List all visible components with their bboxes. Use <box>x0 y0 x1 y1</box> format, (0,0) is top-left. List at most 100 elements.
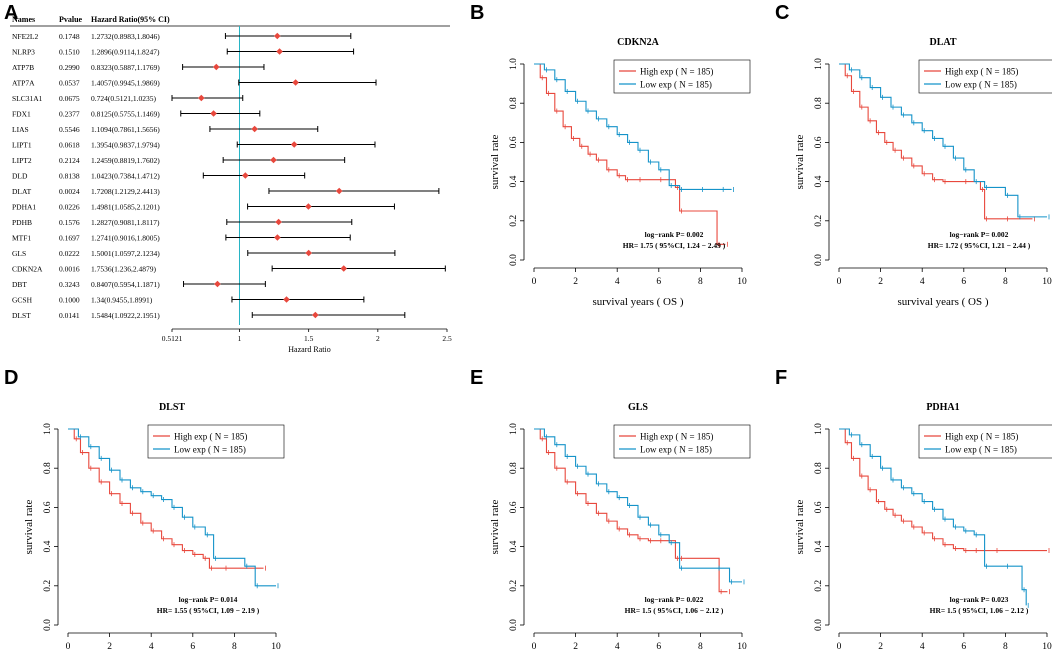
forest-point-diamond <box>273 32 281 40</box>
km-curve-high <box>839 428 1047 552</box>
km-y-tick-label: 0.0 <box>509 254 519 266</box>
forest-row-name: PDHA1 <box>12 203 36 212</box>
km-x-tick-label: 8 <box>698 642 703 652</box>
km-logrank-text: log−rank P= 0.014 <box>179 595 238 604</box>
forest-row-hr-text: 0.8125(0.5755,1.1469) <box>91 110 160 119</box>
forest-point-diamond <box>270 156 277 164</box>
km-hr-text: HR= 1.5 ( 95%CI, 1.06 − 2.12 ) <box>930 606 1029 615</box>
km-legend-label: High exp ( N = 185) <box>174 432 247 442</box>
km-x-tick-label: 0 <box>66 642 71 652</box>
km-y-tick-label: 0.6 <box>814 136 824 148</box>
km-x-tick-label: 0 <box>837 277 842 287</box>
forest-x-axis-label: Hazard Ratio <box>288 345 330 354</box>
forest-row-pvalue: 0.5546 <box>59 125 80 134</box>
km-y-tick-label: 0.6 <box>509 136 519 148</box>
km-y-tick-label: 0.0 <box>509 619 519 631</box>
forest-x-tick-label: 2.5 <box>442 334 452 343</box>
forest-row-hr-text: 1.5001(1.0597,2.1234) <box>91 249 160 258</box>
km-y-tick-label: 1.0 <box>509 58 519 70</box>
forest-row-hr-text: 1.34(0.9455,1.8991) <box>91 296 153 305</box>
km-y-tick-label: 0.2 <box>814 580 824 592</box>
forest-row-name: MTF1 <box>12 234 31 243</box>
forest-row-hr-text: 1.2896(0.9114,1.8247) <box>91 48 160 57</box>
forest-row-name: ATP7B <box>12 63 34 72</box>
forest-row-name: DBT <box>12 280 27 289</box>
km-y-tick-label: 1.0 <box>509 423 519 435</box>
km-y-axis-label: survival rate <box>489 135 501 190</box>
forest-row-hr-text: 1.2827(0.9081,1.8117) <box>91 218 160 227</box>
km-y-axis-label: survival rate <box>23 500 35 555</box>
panel-label-d: D <box>4 367 18 389</box>
km-x-tick-label: 10 <box>271 642 281 652</box>
km-curve-high <box>68 428 264 569</box>
forest-row-hr-text: 1.2459(0.8819,1.7602) <box>91 156 160 165</box>
km-x-tick-label: 2 <box>878 642 883 652</box>
km-x-tick-label: 4 <box>615 642 620 652</box>
forest-row-name: SLC31A1 <box>12 94 43 103</box>
km-title: GLS <box>628 402 648 413</box>
km-y-tick-label: 0.2 <box>509 580 519 592</box>
forest-point-diamond <box>275 218 282 226</box>
km-legend-box <box>147 424 285 459</box>
forest-point-diamond <box>276 48 283 55</box>
km-y-tick-label: 0.0 <box>814 254 824 266</box>
forest-row-name: LIPT2 <box>12 156 32 165</box>
forest-point-diamond <box>340 265 348 272</box>
forest-point-diamond <box>312 311 319 319</box>
km-x-tick-label: 2 <box>878 277 883 287</box>
km-panel-b: CDKN2A 0.0 0.2 0.4 0.6 0.8 1.0 survival rate 0 2 4… <box>489 37 751 308</box>
forest-row-name: GCSH <box>12 296 33 305</box>
forest-row-hr-text: 1.4981(1.0585,2.1201) <box>91 203 160 212</box>
forest-row-pvalue: 0.2124 <box>59 156 80 165</box>
forest-row-hr-text: 1.1094(0.7861,1.5656) <box>91 125 160 134</box>
forest-point-diamond <box>292 79 299 86</box>
km-panel-e: GLS 0.0 0.2 0.4 0.6 0.8 1.0 survival rate 0 2 4 6 8 1… <box>489 402 751 652</box>
forest-row-pvalue: 0.8138 <box>59 172 80 181</box>
km-y-tick-label: 0.8 <box>509 97 519 109</box>
km-legend-label: High exp ( N = 185) <box>945 67 1018 77</box>
km-x-tick-label: 4 <box>149 642 154 652</box>
km-hr-text: HR= 1.72 ( 95%CI, 1.21 − 2.44 ) <box>928 241 1031 250</box>
km-legend-label: High exp ( N = 185) <box>945 432 1018 442</box>
forest-row-pvalue: 0.0618 <box>59 141 80 150</box>
km-title: DLAT <box>929 37 956 48</box>
forest-row-hr-text: 1.2741(0.9016,1.8005) <box>91 234 160 243</box>
km-y-tick-label: 0.0 <box>43 619 53 631</box>
forest-point-diamond <box>210 110 217 117</box>
forest-row-hr-text: 0.8323(0.5887,1.1769) <box>91 63 160 72</box>
km-legend-label: Low exp ( N = 185) <box>945 80 1017 90</box>
km-legend-box <box>918 424 1052 459</box>
km-x-tick-label: 4 <box>920 642 925 652</box>
km-x-tick-label: 8 <box>698 277 703 287</box>
km-panel-f: PDHA1 0.0 0.2 0.4 0.6 0.8 1.0 survival rate 0 2 4 6… <box>794 402 1052 652</box>
km-legend-box <box>918 59 1052 94</box>
km-curve-low <box>534 428 742 583</box>
km-y-tick-label: 0.0 <box>814 619 824 631</box>
km-logrank-text: log−rank P= 0.002 <box>950 230 1009 239</box>
km-curve-high <box>534 428 728 593</box>
km-legend-label: Low exp ( N = 185) <box>640 445 712 455</box>
forest-row-hr-text: 1.2732(0.8983,1.8046) <box>91 32 160 41</box>
forest-x-tick-label: 1 <box>238 334 242 343</box>
forest-row-name: NLRP3 <box>12 48 35 57</box>
forest-point-diamond <box>290 141 298 148</box>
forest-row-name: CDKN2A <box>12 265 43 274</box>
km-legend-box <box>613 59 751 94</box>
km-hr-text: HR= 1.5 ( 95%CI, 1.06 − 2.12 ) <box>625 606 724 615</box>
forest-row-name: DLST <box>12 311 31 320</box>
forest-plot: Names Pvalue Hazard Ratio(95% CI) NFE2L2 0.1… <box>10 15 452 354</box>
km-x-tick-label: 6 <box>190 642 195 652</box>
km-y-axis-label: survival rate <box>794 135 806 190</box>
km-logrank-text: log−rank P= 0.023 <box>950 595 1009 604</box>
km-legend-label: Low exp ( N = 185) <box>945 445 1017 455</box>
forest-row-hr-text: 1.3954(0.9837,1.9794) <box>91 141 160 150</box>
km-y-tick-label: 0.6 <box>509 501 519 513</box>
km-hr-text: HR= 1.55 ( 95%CI, 1.09 − 2.19 ) <box>157 606 260 615</box>
forest-point-diamond <box>305 249 312 257</box>
forest-row-hr-text: 1.0423(0.7384,1.4712) <box>91 172 160 181</box>
km-y-tick-label: 0.8 <box>814 97 824 109</box>
km-x-tick-label: 8 <box>1003 642 1008 652</box>
forest-row-pvalue: 0.0141 <box>59 311 80 320</box>
km-legend-label: High exp ( N = 185) <box>640 432 713 442</box>
km-y-axis-label: survival rate <box>794 500 806 555</box>
